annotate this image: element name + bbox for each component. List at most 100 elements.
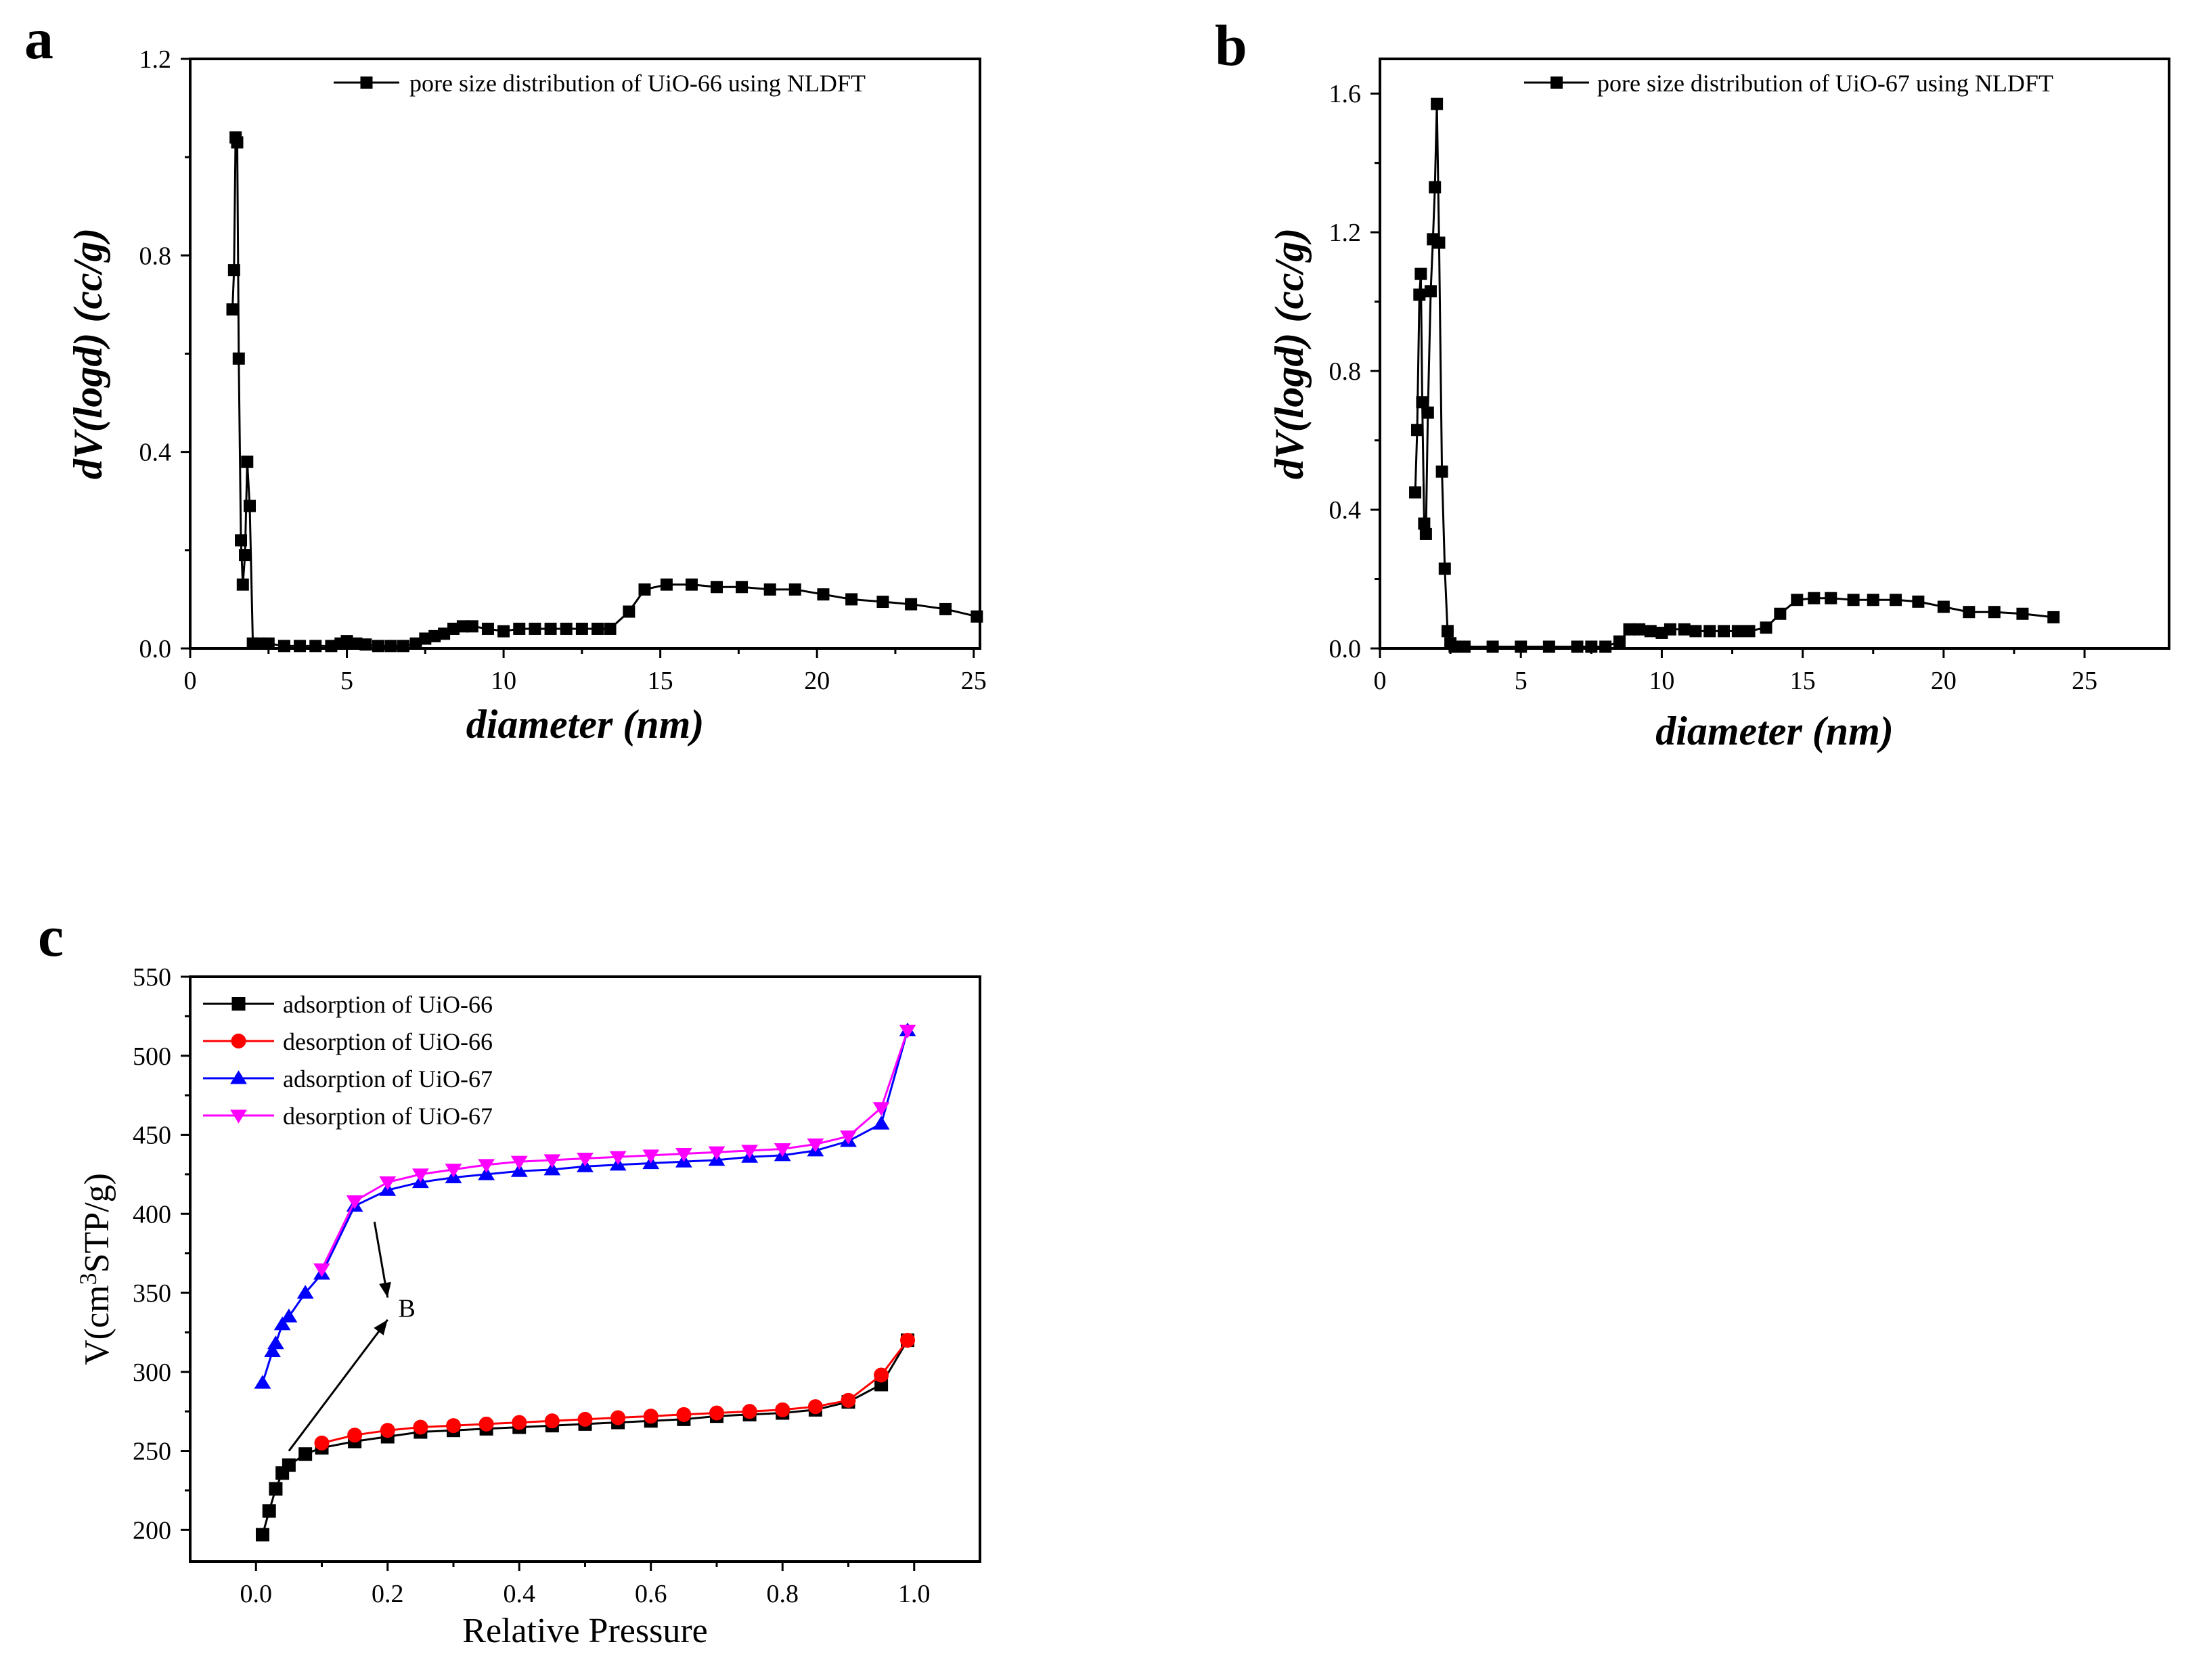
data-point bbox=[227, 264, 240, 277]
data-point bbox=[231, 136, 244, 149]
data-point bbox=[876, 596, 889, 609]
data-point bbox=[874, 1367, 889, 1383]
data-point bbox=[711, 581, 723, 594]
legend-marker bbox=[230, 1070, 247, 1084]
legend-label: pore size distribution of UiO-67 using N… bbox=[1597, 70, 2053, 97]
data-point bbox=[817, 588, 830, 601]
data-point bbox=[807, 1399, 823, 1415]
data-point bbox=[1791, 594, 1804, 606]
x-tick-label: 5 bbox=[340, 667, 353, 695]
y-tick-label: 350 bbox=[133, 1279, 171, 1308]
data-point bbox=[1585, 640, 1598, 653]
data-point bbox=[409, 637, 422, 650]
data-point bbox=[1433, 236, 1446, 249]
data-point bbox=[1409, 486, 1422, 499]
annotation-arrow-head bbox=[379, 1281, 391, 1298]
data-point bbox=[774, 1143, 791, 1157]
data-point bbox=[971, 610, 983, 623]
data-point bbox=[309, 640, 322, 653]
data-point bbox=[1571, 640, 1584, 653]
series-desorption-of-uio-66: desorption of UiO-66 bbox=[203, 1028, 916, 1451]
y-tick-label: 0.8 bbox=[1329, 357, 1362, 386]
y-tick-label: 450 bbox=[133, 1122, 171, 1150]
data-point bbox=[1912, 595, 1925, 608]
x-axis-title: diameter (nm) bbox=[466, 702, 705, 747]
data-point bbox=[262, 637, 275, 650]
data-point bbox=[1421, 406, 1434, 419]
x-tick-label: 0.0 bbox=[240, 1580, 273, 1608]
data-point bbox=[446, 1418, 461, 1434]
data-point bbox=[2047, 611, 2060, 623]
y-tick-label: 0.0 bbox=[139, 635, 172, 663]
data-point bbox=[1689, 625, 1702, 638]
annotation-arrow-shaft bbox=[288, 1319, 388, 1452]
data-point bbox=[560, 622, 573, 635]
x-axis-title: diameter (nm) bbox=[1655, 709, 1894, 753]
y-axis-title: V(cm3STP/g) bbox=[74, 1173, 116, 1365]
data-point bbox=[642, 1149, 660, 1164]
x-tick-label: 5 bbox=[1515, 667, 1527, 695]
data-point bbox=[1414, 267, 1427, 280]
x-tick-label: 15 bbox=[648, 667, 673, 695]
data-point bbox=[294, 640, 307, 653]
data-point bbox=[709, 1405, 724, 1421]
data-point bbox=[1633, 623, 1646, 636]
legend-label: adsorption of UiO-67 bbox=[283, 1065, 493, 1092]
legend-marker bbox=[230, 1109, 247, 1124]
panel-label-c: c bbox=[38, 904, 64, 969]
y-tick-label: 200 bbox=[133, 1516, 171, 1545]
data-point bbox=[340, 635, 353, 648]
y-tick-label: 1.2 bbox=[1329, 219, 1362, 247]
x-axis-title: Relative Pressure bbox=[462, 1612, 707, 1650]
data-point bbox=[438, 627, 451, 640]
data-point bbox=[872, 1102, 890, 1116]
data-point bbox=[543, 1154, 561, 1168]
data-point bbox=[742, 1404, 757, 1419]
data-point bbox=[273, 1316, 291, 1331]
data-point bbox=[676, 1407, 692, 1422]
x-tick-label: 10 bbox=[491, 667, 516, 695]
data-point bbox=[267, 1335, 284, 1350]
legend-marker bbox=[360, 76, 373, 89]
legend-marker bbox=[231, 1034, 246, 1048]
x-tick-label: 25 bbox=[961, 667, 987, 695]
data-point bbox=[262, 1504, 276, 1518]
y-tick-label: 300 bbox=[133, 1358, 171, 1387]
data-point bbox=[543, 1162, 561, 1176]
data-point bbox=[1438, 562, 1451, 575]
data-point bbox=[660, 578, 673, 591]
data-point bbox=[2016, 607, 2029, 620]
data-point bbox=[280, 1308, 298, 1323]
data-point bbox=[478, 1416, 494, 1432]
y-tick-label: 400 bbox=[133, 1200, 171, 1229]
data-point bbox=[241, 456, 254, 468]
data-point bbox=[419, 632, 432, 645]
x-tick-label: 0.4 bbox=[504, 1580, 536, 1608]
data-point bbox=[478, 1159, 495, 1173]
data-point bbox=[466, 620, 478, 633]
x-tick-label: 0.6 bbox=[635, 1580, 667, 1608]
data-point bbox=[350, 637, 363, 650]
data-point bbox=[313, 1263, 330, 1277]
data-point bbox=[1458, 640, 1471, 653]
data-point bbox=[269, 1482, 283, 1496]
y-tick-label: 0.0 bbox=[1329, 635, 1362, 663]
legend-marker bbox=[1551, 76, 1563, 89]
data-point bbox=[592, 622, 604, 635]
data-point bbox=[736, 581, 749, 594]
data-point bbox=[1429, 181, 1442, 194]
data-point bbox=[372, 640, 384, 653]
data-point bbox=[497, 625, 510, 638]
data-point bbox=[788, 583, 801, 596]
data-point bbox=[623, 605, 635, 618]
x-tick-label: 20 bbox=[1931, 667, 1957, 695]
data-point bbox=[314, 1435, 330, 1451]
data-point bbox=[840, 1130, 857, 1145]
data-point bbox=[1937, 600, 1950, 613]
series-adsorption-of-uio-67: adsorption of UiO-67 bbox=[203, 1022, 916, 1389]
data-point bbox=[841, 1392, 856, 1408]
data-point bbox=[481, 622, 494, 635]
data-point bbox=[845, 593, 858, 606]
x-tick-label: 1.0 bbox=[898, 1580, 931, 1608]
